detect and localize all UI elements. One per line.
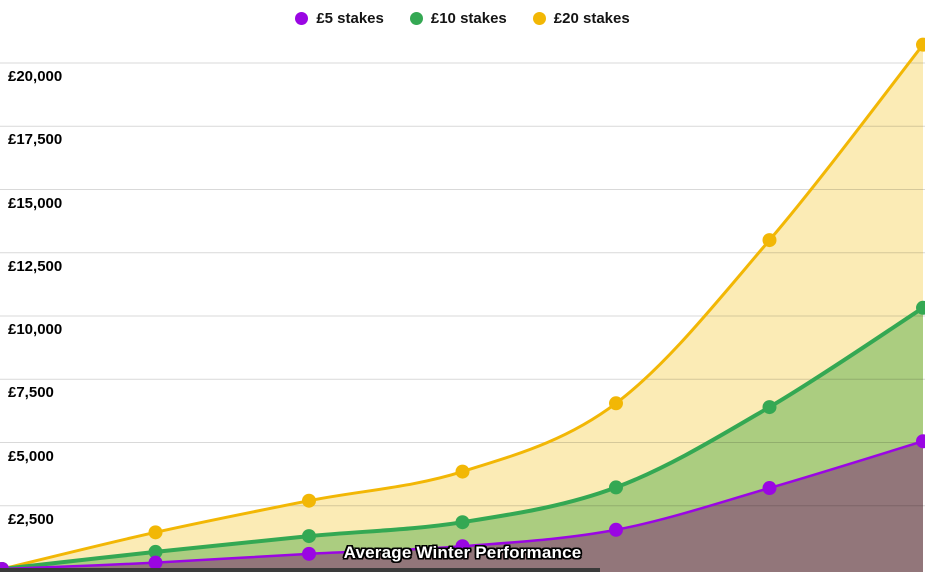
y-axis-label: £20,000	[8, 68, 63, 85]
y-axis-label: £12,500	[8, 257, 63, 275]
data-point	[455, 539, 470, 554]
area-fill	[2, 441, 923, 572]
data-point	[916, 300, 925, 315]
legend-dot-purple-icon	[295, 12, 309, 25]
data-point	[148, 555, 163, 570]
legend-dot-green-icon	[409, 12, 423, 25]
legend-dot-yellow-icon	[532, 12, 546, 25]
area-fill	[2, 44, 923, 572]
legend-item-5-stakes: £5 stakes	[295, 10, 384, 27]
legend-item-10-stakes: £10 stakes	[409, 10, 507, 27]
data-point	[148, 544, 163, 559]
data-point	[302, 529, 316, 544]
y-axis-label: £15,000	[8, 194, 63, 212]
series-points	[0, 37, 925, 572]
data-point	[609, 480, 623, 495]
y-axis-label: £10,000	[8, 321, 63, 338]
data-point	[302, 546, 316, 561]
data-point	[762, 481, 777, 496]
legend-label: £5 stakes	[316, 10, 384, 27]
data-point	[609, 522, 623, 537]
data-point	[148, 525, 163, 540]
data-point	[302, 493, 316, 508]
y-axis-label: £17,500	[8, 131, 63, 149]
data-point	[455, 464, 470, 479]
data-point	[609, 396, 623, 411]
data-point	[916, 434, 925, 449]
data-point	[762, 233, 777, 248]
legend-label: £10 stakes	[430, 10, 507, 27]
cropped-x-axis-strip	[0, 568, 600, 572]
data-point	[916, 37, 925, 52]
area-fills	[2, 44, 923, 572]
y-axis-label: £2,500	[8, 510, 54, 528]
y-axis-label: £5,000	[8, 447, 54, 465]
data-point	[455, 515, 470, 530]
data-point	[762, 400, 777, 415]
legend: £5 stakes £10 stakes £20 stakes	[0, 10, 925, 27]
area-fill	[2, 307, 923, 572]
gridlines	[0, 62, 925, 507]
legend-item-20-stakes: £20 stakes	[532, 10, 630, 27]
chart-caption: Average Winter Performance	[343, 543, 582, 562]
legend-label: £20 stakes	[553, 10, 630, 27]
y-axis-label: £7,500	[8, 384, 54, 402]
